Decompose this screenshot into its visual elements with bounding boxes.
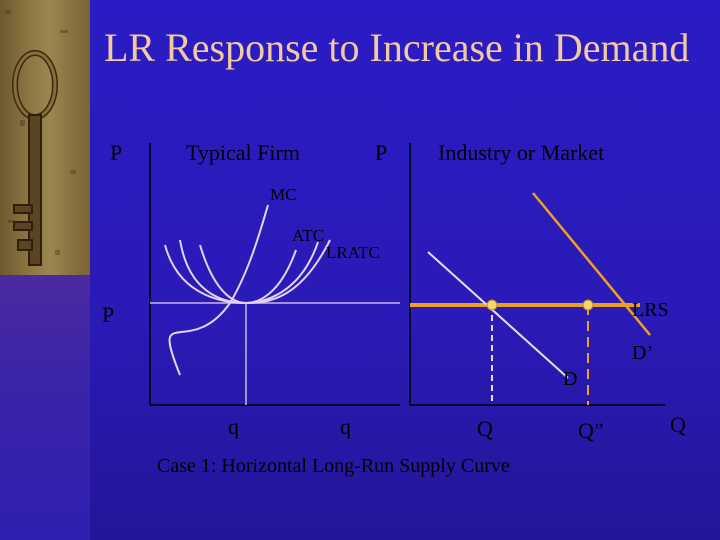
q-initial-label: Q	[477, 416, 493, 441]
lratc-curve-right	[245, 239, 331, 304]
lratc-curve	[199, 244, 297, 305]
lratc-label: LRATC	[326, 243, 380, 262]
firm-x-axis-label: q	[228, 414, 239, 439]
demand-label: D	[563, 368, 578, 390]
market-x-axis-label: q	[340, 414, 351, 439]
decorative-strip-lower	[0, 275, 90, 540]
firm-panel-label: Typical Firm	[186, 140, 300, 165]
new-demand-label: D’	[632, 342, 654, 364]
bronze-key-icon	[12, 50, 58, 266]
slide-caption: Case 1: Horizontal Long-Run Supply Curve	[157, 455, 510, 477]
firm-price-label: P	[102, 302, 115, 327]
mc-curve	[168, 204, 269, 376]
new-demand-curve	[532, 192, 651, 336]
atc-label: ATC	[292, 226, 325, 245]
mc-label: MC	[270, 185, 297, 204]
demand-curve	[427, 251, 569, 379]
slide-title: LR Response to Increase in Demand	[104, 25, 690, 70]
q-new-label: Q”	[578, 418, 604, 443]
market-axis-end-label: Q	[670, 412, 686, 437]
lratc-curve-left	[179, 239, 247, 304]
market-y-axis-label: P	[375, 140, 388, 165]
equilibrium-dot-new	[582, 299, 594, 311]
equilibrium-dot-initial	[486, 299, 498, 311]
market-panel-label: Industry or Market	[438, 140, 605, 165]
firm-y-axis-label: P	[110, 140, 123, 165]
stone-texture	[5, 10, 76, 255]
lrs-label: LRS	[632, 299, 669, 321]
